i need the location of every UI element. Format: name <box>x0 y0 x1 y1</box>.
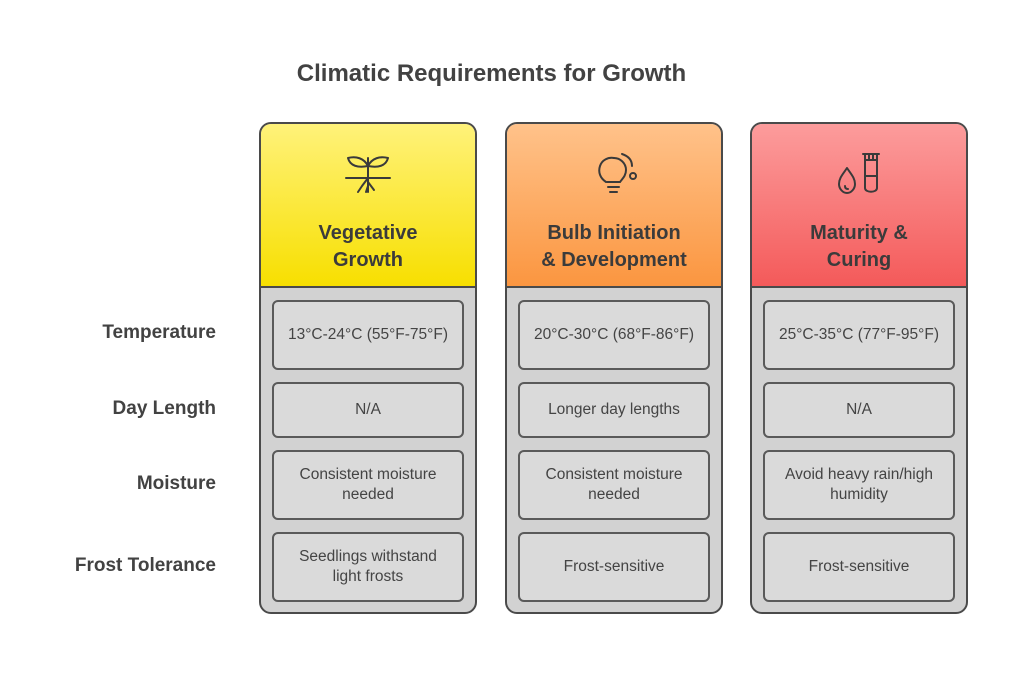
column-header: Maturity & Curing <box>752 124 966 288</box>
cell-moisture: Consistent moisture needed <box>272 450 464 520</box>
page-title: Climatic Requirements for Growth <box>296 60 687 87</box>
drop-test-tube-icon <box>838 153 880 194</box>
column-title: Vegetative Growth <box>261 220 475 274</box>
cell-moisture: Avoid heavy rain/high humidity <box>763 450 955 520</box>
sprout-icon <box>345 156 391 193</box>
column-title: Bulb Initiation & Development <box>507 220 721 274</box>
column-title-line1: Maturity & <box>810 222 908 244</box>
column-title-line2: Curing <box>826 249 892 271</box>
cell-frost-tolerance: Seedlings withstand light frosts <box>272 532 464 602</box>
cell-frost-tolerance: Frost-sensitive <box>518 532 710 602</box>
column-header: Bulb Initiation & Development <box>507 124 721 288</box>
cell-moisture: Consistent moisture needed <box>518 450 710 520</box>
cell-day-length: N/A <box>763 382 955 438</box>
column-bulb-initiation: Bulb Initiation & Development 20°C-30°C … <box>505 122 723 614</box>
cell-temperature: 20°C-30°C (68°F-86°F) <box>518 300 710 370</box>
cell-frost-tolerance: Frost-sensitive <box>763 532 955 602</box>
column-header: Vegetative Growth <box>261 124 475 288</box>
row-label-temperature: Temperature <box>102 322 216 343</box>
column-vegetative-growth: Vegetative Growth 13°C-24°C (55°F-75°F) … <box>259 122 477 614</box>
column-title-line2: Growth <box>333 249 403 271</box>
column-title-line1: Vegetative <box>318 222 418 244</box>
cell-temperature: 13°C-24°C (55°F-75°F) <box>272 300 464 370</box>
cell-day-length: Longer day lengths <box>518 382 710 438</box>
row-label-frost-tolerance: Frost Tolerance <box>74 555 216 576</box>
row-label-moisture: Moisture <box>136 473 216 494</box>
row-label-day-length: Day Length <box>112 398 216 419</box>
column-title-line2: & Development <box>541 249 687 271</box>
cell-day-length: N/A <box>272 382 464 438</box>
column-maturity-curing: Maturity & Curing 25°C-35°C (77°F-95°F) … <box>750 122 968 614</box>
column-title: Maturity & Curing <box>752 220 966 274</box>
column-title-line1: Bulb Initiation <box>547 222 681 244</box>
cell-temperature: 25°C-35°C (77°F-95°F) <box>763 300 955 370</box>
lightbulb-icon <box>598 153 637 193</box>
